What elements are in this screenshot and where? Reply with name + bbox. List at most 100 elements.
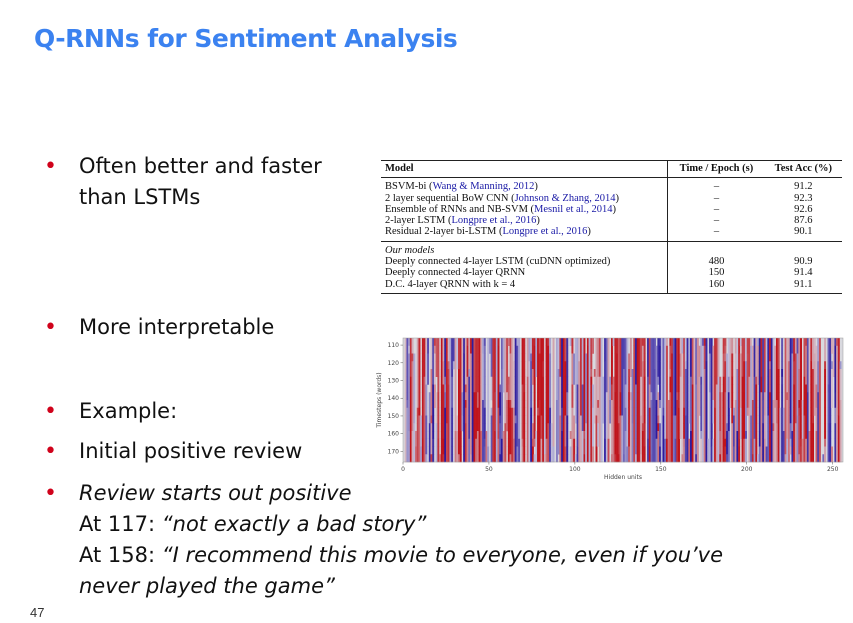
heatmap-cell	[506, 423, 509, 432]
heatmap-cell	[609, 407, 612, 416]
heatmap-cell	[667, 438, 670, 447]
heatmap-cell	[502, 438, 505, 447]
heatmap-cell	[664, 392, 667, 401]
heatmap-cell	[791, 423, 794, 432]
heatmap-cell	[411, 353, 414, 362]
heatmap-cell	[777, 376, 780, 385]
heatmap-cell	[531, 353, 534, 362]
heatmap-cell	[545, 384, 548, 393]
heatmap-cell	[555, 369, 558, 377]
heatmap-cell	[538, 392, 541, 401]
heatmap-cell	[590, 400, 593, 408]
citation-link[interactable]: Longpre et al., 2016	[451, 215, 537, 227]
heatmap-cell	[466, 454, 469, 463]
heatmap-cell	[822, 454, 825, 463]
heatmap-cell	[791, 384, 794, 393]
heatmap-cell	[698, 384, 701, 393]
heatmap-cell	[578, 345, 581, 354]
heatmap-cell	[753, 376, 756, 385]
heatmap-cell	[605, 392, 608, 401]
heatmap-cell	[480, 392, 483, 401]
heatmap-cell	[674, 345, 677, 354]
heatmap-cell	[784, 345, 787, 354]
heatmap-cell	[657, 415, 660, 424]
heatmap-cell	[571, 415, 574, 424]
heatmap-cell	[733, 423, 735, 432]
heatmap-cell	[705, 384, 708, 393]
heatmap-cell	[598, 423, 601, 432]
heatmap-cell	[655, 438, 658, 447]
heatmap-cell	[698, 369, 701, 377]
heatmap-cell	[540, 353, 543, 362]
heatmap-cell	[678, 338, 680, 346]
heatmap-cell	[803, 454, 806, 463]
heatmap-cell	[696, 431, 699, 439]
heatmap-cell	[676, 353, 679, 362]
heatmap-cell	[530, 431, 533, 439]
heatmap-cell	[683, 345, 686, 354]
heatmap-cell	[557, 338, 560, 346]
heatmap-cell	[719, 376, 722, 385]
heatmap-cell	[770, 369, 773, 377]
citation-link[interactable]: Johnson & Zhang, 2014	[514, 192, 616, 204]
heatmap-cell	[775, 361, 778, 370]
heatmap-cell	[714, 415, 717, 424]
test-accuracy: 92.3	[794, 192, 813, 204]
heatmap-cell	[440, 431, 443, 439]
heatmap-cell	[777, 431, 780, 439]
citation-link[interactable]: Wang & Manning, 2012	[432, 181, 535, 193]
heatmap-cell	[602, 407, 605, 416]
heatmap-cell	[750, 431, 753, 439]
heatmap-cell	[531, 431, 534, 439]
heatmap-cell	[667, 431, 670, 439]
heatmap-cell	[549, 376, 552, 385]
heatmap-cell	[812, 392, 815, 401]
heatmap-cell	[545, 407, 548, 416]
heatmap-cell	[423, 423, 426, 432]
citation-link[interactable]: Longpre et al., 2016	[502, 226, 588, 238]
heatmap-cell	[676, 345, 679, 354]
heatmap-cell	[497, 369, 500, 377]
heatmap-cell	[561, 407, 564, 416]
heatmap-cell	[428, 431, 431, 439]
heatmap-cell	[537, 345, 540, 354]
heatmap-cell	[516, 361, 519, 370]
heatmap-cell	[760, 454, 763, 463]
heatmap-cell	[621, 345, 624, 354]
heatmap-cell	[784, 376, 787, 385]
heatmap-cell	[788, 407, 790, 416]
heatmap-cell	[497, 392, 500, 401]
heatmap-cell	[655, 446, 658, 455]
heatmap-cell	[748, 454, 751, 463]
heatmap-cell	[748, 361, 751, 370]
bullet-item: • Review starts out positive At 117: “no…	[44, 478, 723, 602]
heatmap-cell	[610, 415, 613, 424]
heatmap-cell	[659, 446, 662, 455]
heatmap-cell	[597, 353, 600, 362]
heatmap-cell	[576, 415, 579, 424]
heatmap-cell	[552, 415, 555, 424]
heatmap-cell	[688, 407, 691, 416]
heatmap-cell	[480, 423, 483, 432]
heatmap-cell	[743, 384, 746, 393]
heatmap-cell	[442, 384, 445, 393]
heatmap-cell	[813, 400, 816, 408]
heatmap-cell	[485, 446, 488, 455]
heatmap-cell	[808, 361, 811, 370]
heatmap-cell	[598, 369, 601, 377]
heatmap-cell	[830, 400, 833, 408]
heatmap-cell	[408, 438, 411, 447]
citation-link[interactable]: Mesnil et al., 2014	[534, 203, 613, 215]
heatmap-cell	[586, 438, 589, 447]
heatmap-cell	[657, 407, 660, 416]
heatmap-cell	[748, 392, 751, 401]
heatmap-cell	[808, 400, 811, 408]
heatmap-cell	[681, 345, 684, 354]
heatmap-cell	[516, 392, 519, 401]
heatmap-cell	[475, 392, 478, 401]
heatmap-cell	[758, 400, 761, 408]
heatmap-cell	[671, 338, 674, 346]
heatmap-cell	[466, 407, 469, 416]
heatmap-cell	[683, 438, 686, 447]
heatmap-cell	[786, 376, 789, 385]
